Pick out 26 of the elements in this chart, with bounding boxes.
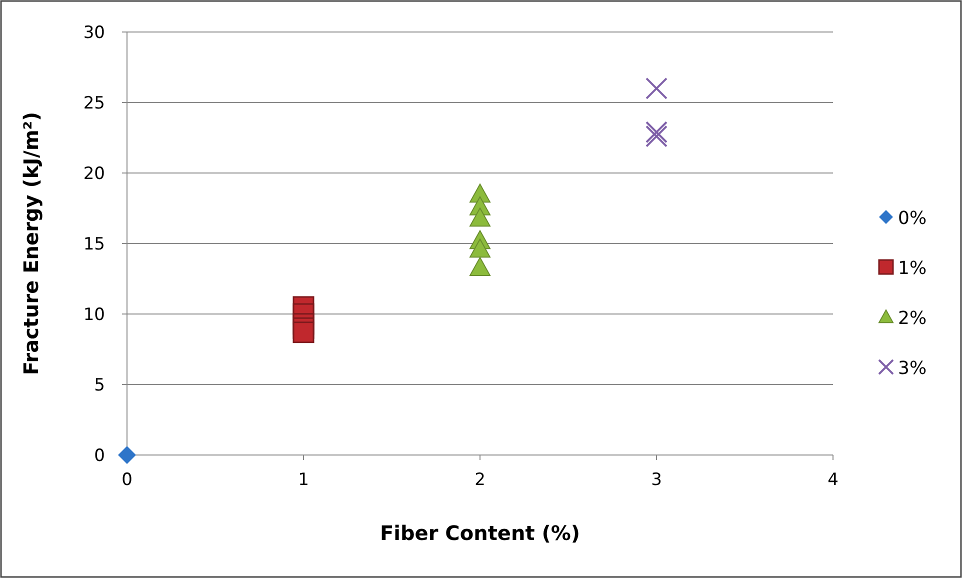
x-tick-label: 4 — [828, 470, 838, 490]
x-tick-label: 3 — [651, 470, 662, 490]
y-tick-label: 0 — [94, 446, 105, 466]
legend-label: 0% — [898, 208, 927, 229]
point — [292, 322, 314, 344]
legend-label: 2% — [898, 308, 927, 329]
point — [470, 256, 490, 276]
point — [646, 125, 668, 148]
x-tick-label: 0 — [122, 470, 132, 490]
point — [470, 238, 490, 258]
x-tick-label: 1 — [298, 470, 309, 490]
y-tick-label: 10 — [83, 305, 105, 325]
y-tick-label: 25 — [83, 94, 105, 114]
y-tick-label: 20 — [83, 164, 105, 184]
point — [118, 446, 136, 464]
x-axis-title: Fiber Content (%) — [380, 521, 580, 545]
y-tick-label: 15 — [83, 234, 105, 254]
y-tick-label: 30 — [83, 23, 105, 43]
y-axis-title: Fracture Energy (kJ/m²) — [19, 112, 43, 376]
point — [646, 77, 668, 100]
legend-label: 3% — [898, 358, 927, 379]
point — [470, 208, 490, 227]
point — [646, 121, 668, 144]
legend-label: 1% — [898, 258, 927, 279]
x-tick-label: 2 — [474, 470, 486, 490]
y-tick-label: 5 — [94, 376, 105, 396]
